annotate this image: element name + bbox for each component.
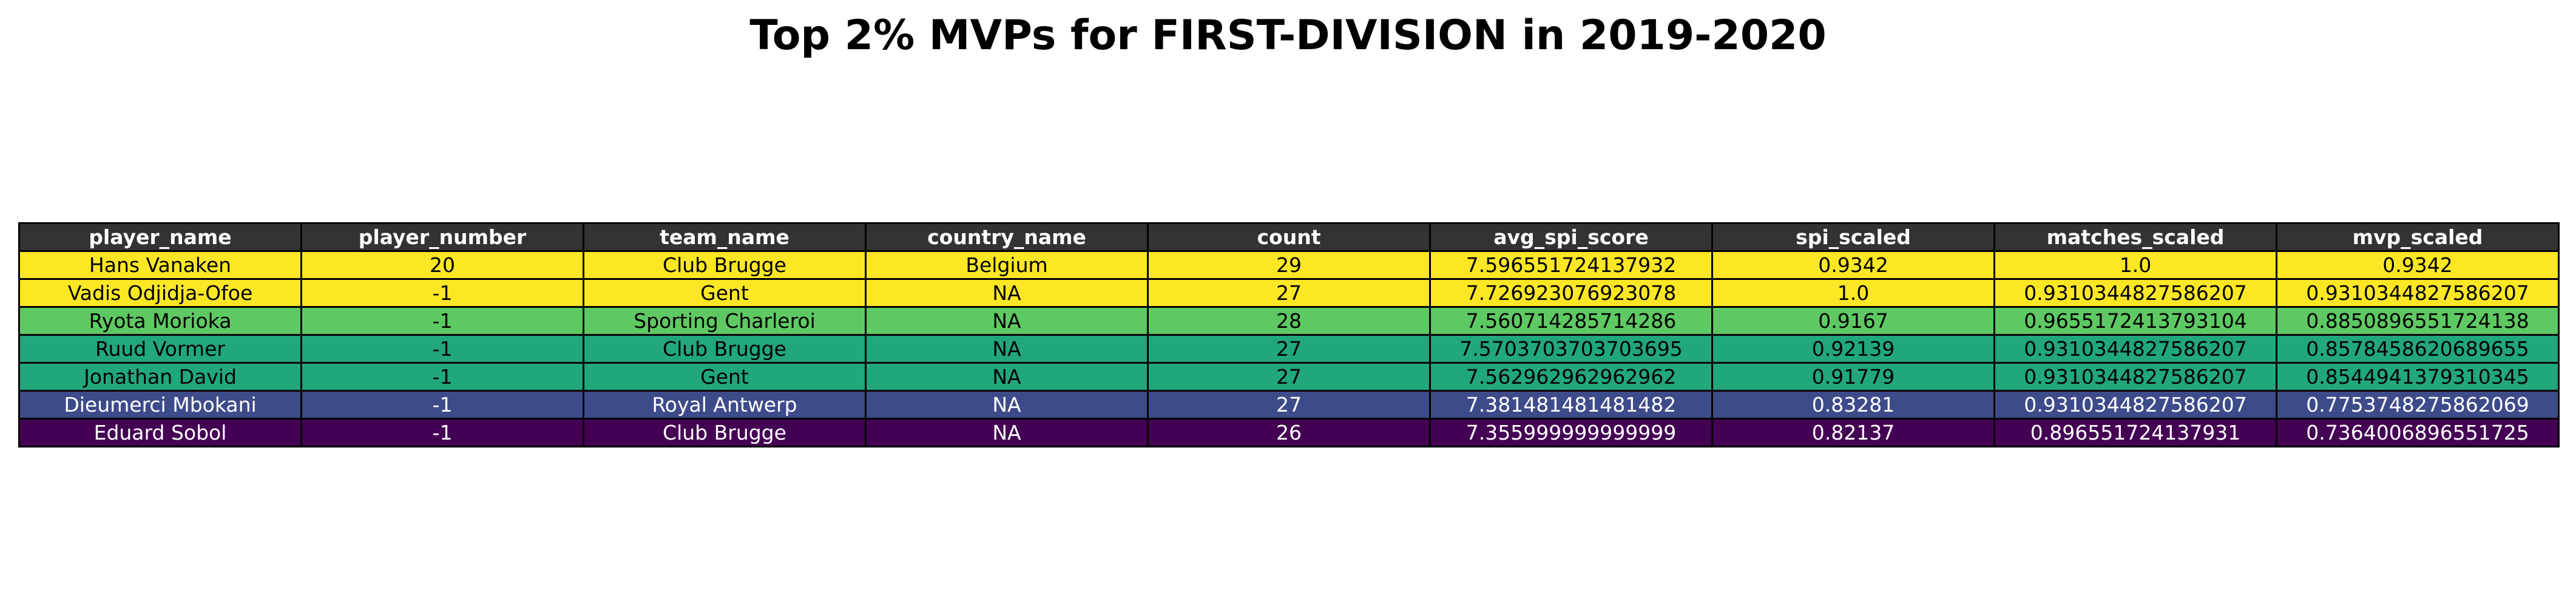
column-header-player-number: player_number — [300, 222, 584, 252]
table-cell-matches-scaled: 0.9310344827586207 — [1993, 334, 2277, 364]
table-cell-player-number: -1 — [300, 390, 584, 420]
table-cell-spi-scaled: 0.9342 — [1711, 250, 1995, 280]
mvp-table: player_name player_number team_name country… — [18, 222, 2560, 447]
table-cell-mvp-scaled: 0.8850896551724138 — [2276, 306, 2560, 336]
table-cell-avg-spi-score: 7.560714285714286 — [1429, 306, 1713, 336]
table-cell-player-name: Ryota Morioka — [18, 306, 302, 336]
table-cell-count: 28 — [1147, 306, 1431, 336]
table-row: Dieumerci Mbokani -1 Royal Antwerp NA 27 7.38… — [18, 390, 2560, 420]
table-cell-country-name: NA — [865, 278, 1149, 308]
table-cell-matches-scaled: 0.9655172413793104 — [1993, 306, 2277, 336]
table-cell-avg-spi-score: 7.596551724137932 — [1429, 250, 1713, 280]
table-cell-spi-scaled: 0.9167 — [1711, 306, 1995, 336]
column-header-mvp-scaled: mvp_scaled — [2276, 222, 2560, 252]
table-cell-avg-spi-score: 7.381481481481482 — [1429, 390, 1713, 420]
table-cell-count: 29 — [1147, 250, 1431, 280]
table-row: Eduard Sobol -1 Club Brugge NA 26 7.355999999… — [18, 418, 2560, 447]
table-cell-mvp-scaled: 0.7364006896551725 — [2276, 418, 2560, 447]
table-cell-player-number: 20 — [300, 250, 584, 280]
table-cell-count: 26 — [1147, 418, 1431, 447]
table-cell-avg-spi-score: 7.355999999999999 — [1429, 418, 1713, 447]
table-cell-team-name: Gent — [583, 278, 867, 308]
table-cell-player-name: Eduard Sobol — [18, 418, 302, 447]
table-cell-count: 27 — [1147, 362, 1431, 392]
column-header-player-name: player_name — [18, 222, 302, 252]
column-header-spi-scaled: spi_scaled — [1711, 222, 1995, 252]
table-body: Hans Vanaken 20 Club Brugge Belgium 29 7.5965… — [18, 250, 2560, 447]
mvp-table-container: player_name player_number team_name country… — [18, 222, 2560, 447]
table-cell-player-name: Vadis Odjidja-Ofoe — [18, 278, 302, 308]
table-cell-mvp-scaled: 0.8544941379310345 — [2276, 362, 2560, 392]
table-row: Ryota Morioka -1 Sporting Charleroi NA 28 7.5… — [18, 306, 2560, 336]
table-row: Jonathan David -1 Gent NA 27 7.56296296296296… — [18, 362, 2560, 392]
table-row: Hans Vanaken 20 Club Brugge Belgium 29 7.5965… — [18, 250, 2560, 280]
table-cell-player-number: -1 — [300, 362, 584, 392]
table-cell-team-name: Sporting Charleroi — [583, 306, 867, 336]
table-cell-country-name: NA — [865, 362, 1149, 392]
table-cell-country-name: NA — [865, 418, 1149, 447]
table-header-row: player_name player_number team_name country… — [18, 222, 2560, 252]
table-cell-mvp-scaled: 0.9310344827586207 — [2276, 278, 2560, 308]
table-cell-spi-scaled: 0.92139 — [1711, 334, 1995, 364]
table-row: Ruud Vormer -1 Club Brugge NA 27 7.5703703703… — [18, 334, 2560, 364]
table-cell-country-name: NA — [865, 334, 1149, 364]
column-header-avg-spi-score: avg_spi_score — [1429, 222, 1713, 252]
table-cell-player-name: Jonathan David — [18, 362, 302, 392]
table-cell-spi-scaled: 1.0 — [1711, 278, 1995, 308]
table-cell-avg-spi-score: 7.562962962962962 — [1429, 362, 1713, 392]
table-cell-count: 27 — [1147, 334, 1431, 364]
table-cell-count: 27 — [1147, 390, 1431, 420]
column-header-matches-scaled: matches_scaled — [1993, 222, 2277, 252]
column-header-team-name: team_name — [583, 222, 867, 252]
table-cell-team-name: Royal Antwerp — [583, 390, 867, 420]
chart-title: Top 2% MVPs for FIRST-DIVISION in 2019-2… — [749, 12, 1827, 60]
table-cell-player-name: Ruud Vormer — [18, 334, 302, 364]
table-cell-spi-scaled: 0.91779 — [1711, 362, 1995, 392]
column-header-country-name: country_name — [865, 222, 1149, 252]
table-cell-player-number: -1 — [300, 306, 584, 336]
table-cell-matches-scaled: 0.9310344827586207 — [1993, 390, 2277, 420]
table-cell-mvp-scaled: 0.9342 — [2276, 250, 2560, 280]
table-cell-spi-scaled: 0.82137 — [1711, 418, 1995, 447]
column-header-count: count — [1147, 222, 1431, 252]
table-cell-avg-spi-score: 7.726923076923078 — [1429, 278, 1713, 308]
table-cell-matches-scaled: 0.9310344827586207 — [1993, 362, 2277, 392]
table-cell-mvp-scaled: 0.7753748275862069 — [2276, 390, 2560, 420]
table-cell-mvp-scaled: 0.8578458620689655 — [2276, 334, 2560, 364]
table-cell-player-number: -1 — [300, 418, 584, 447]
table-cell-team-name: Club Brugge — [583, 334, 867, 364]
table-cell-team-name: Club Brugge — [583, 250, 867, 280]
table-cell-avg-spi-score: 7.5703703703703695 — [1429, 334, 1713, 364]
table-cell-player-number: -1 — [300, 278, 584, 308]
table-row: Vadis Odjidja-Ofoe -1 Gent NA 27 7.7269230769… — [18, 278, 2560, 308]
table-cell-player-name: Dieumerci Mbokani — [18, 390, 302, 420]
table-cell-matches-scaled: 1.0 — [1993, 250, 2277, 280]
table-cell-team-name: Gent — [583, 362, 867, 392]
table-cell-player-number: -1 — [300, 334, 584, 364]
table-cell-country-name: Belgium — [865, 250, 1149, 280]
table-cell-country-name: NA — [865, 390, 1149, 420]
table-cell-matches-scaled: 0.9310344827586207 — [1993, 278, 2277, 308]
table-cell-spi-scaled: 0.83281 — [1711, 390, 1995, 420]
table-cell-count: 27 — [1147, 278, 1431, 308]
table-cell-country-name: NA — [865, 306, 1149, 336]
table-cell-player-name: Hans Vanaken — [18, 250, 302, 280]
table-cell-matches-scaled: 0.896551724137931 — [1993, 418, 2277, 447]
table-cell-team-name: Club Brugge — [583, 418, 867, 447]
